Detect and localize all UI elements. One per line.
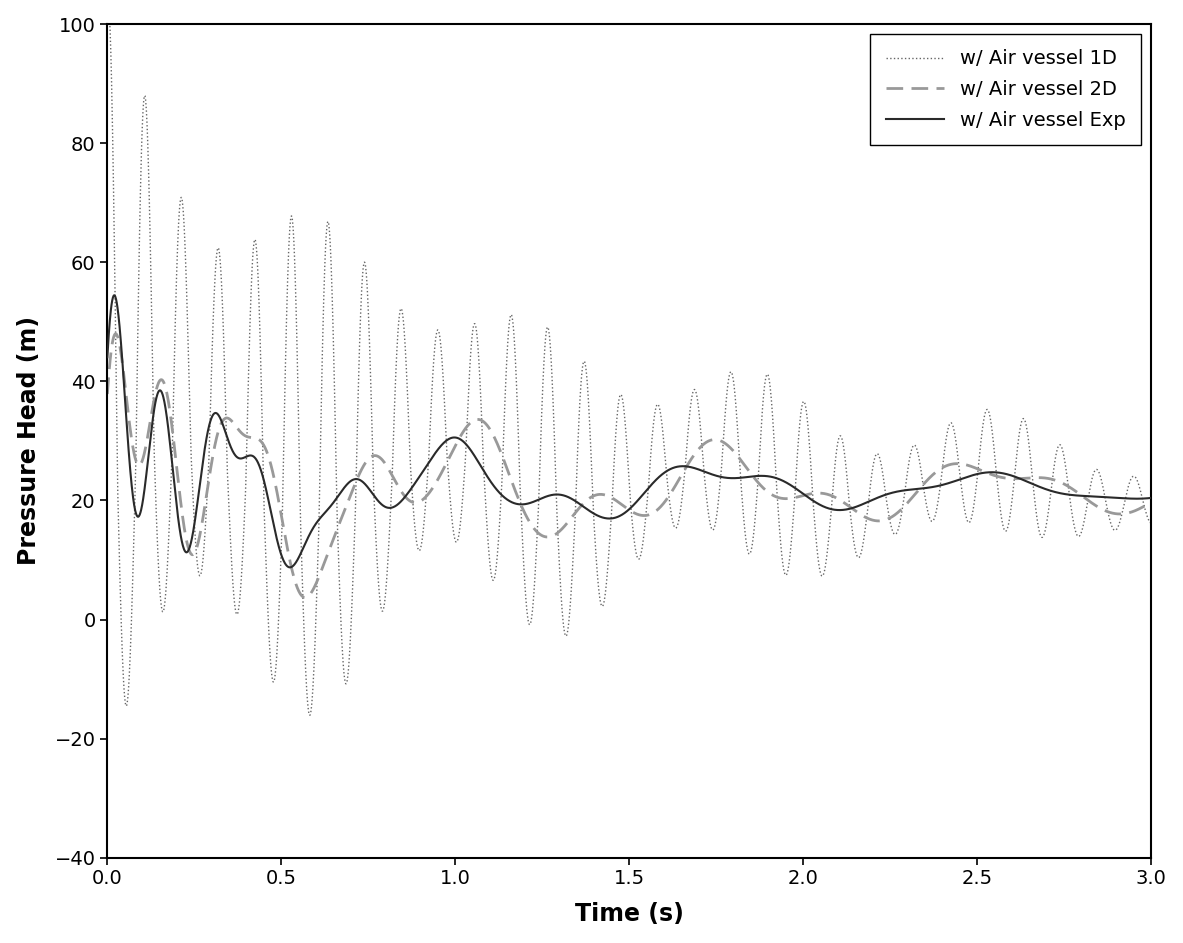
w/ Air vessel 1D [602, 540, 616, 552]
w/ Air vessel 1D [101, 6, 115, 17]
w/ Air vessel 2D [309, 578, 323, 589]
w/ Air vessel Exp [283, 562, 297, 573]
w/ Air vessel 2D [447, 442, 461, 454]
w/ Air vessel 1D [102, 0, 116, 11]
w/ Air vessel 1D [447, 530, 461, 541]
w/ Air vessel 2D [516, 505, 530, 516]
Line: w/ Air vessel Exp: w/ Air vessel Exp [108, 295, 1151, 568]
w/ Air vessel 2D [298, 592, 312, 604]
w/ Air vessel 1D [309, 608, 323, 620]
w/ Air vessel 1D [1097, 488, 1111, 500]
w/ Air vessel 2D [109, 328, 123, 339]
w/ Air vessel Exp [1144, 492, 1158, 504]
w/ Air vessel 2D [101, 389, 115, 400]
w/ Air vessel Exp [447, 432, 461, 443]
w/ Air vessel 2D [1097, 505, 1111, 516]
w/ Air vessel Exp [733, 472, 748, 484]
Line: w/ Air vessel 1D: w/ Air vessel 1D [108, 6, 1151, 716]
Legend: w/ Air vessel 1D, w/ Air vessel 2D, w/ Air vessel Exp: w/ Air vessel 1D, w/ Air vessel 2D, w/ A… [871, 34, 1142, 145]
Line: w/ Air vessel 2D: w/ Air vessel 2D [108, 334, 1151, 598]
w/ Air vessel 2D [1144, 497, 1158, 508]
w/ Air vessel 1D [1144, 518, 1158, 529]
Y-axis label: Pressure Head (m): Pressure Head (m) [17, 317, 40, 566]
w/ Air vessel Exp [108, 290, 122, 301]
w/ Air vessel 1D [303, 710, 317, 721]
w/ Air vessel Exp [309, 518, 323, 529]
w/ Air vessel 2D [602, 491, 616, 503]
w/ Air vessel 1D [733, 480, 748, 491]
w/ Air vessel 2D [733, 455, 748, 466]
w/ Air vessel Exp [602, 513, 616, 524]
w/ Air vessel 1D [516, 553, 530, 564]
X-axis label: Time (s): Time (s) [575, 902, 684, 926]
w/ Air vessel Exp [1097, 491, 1111, 503]
w/ Air vessel Exp [516, 499, 530, 510]
w/ Air vessel Exp [101, 352, 115, 363]
